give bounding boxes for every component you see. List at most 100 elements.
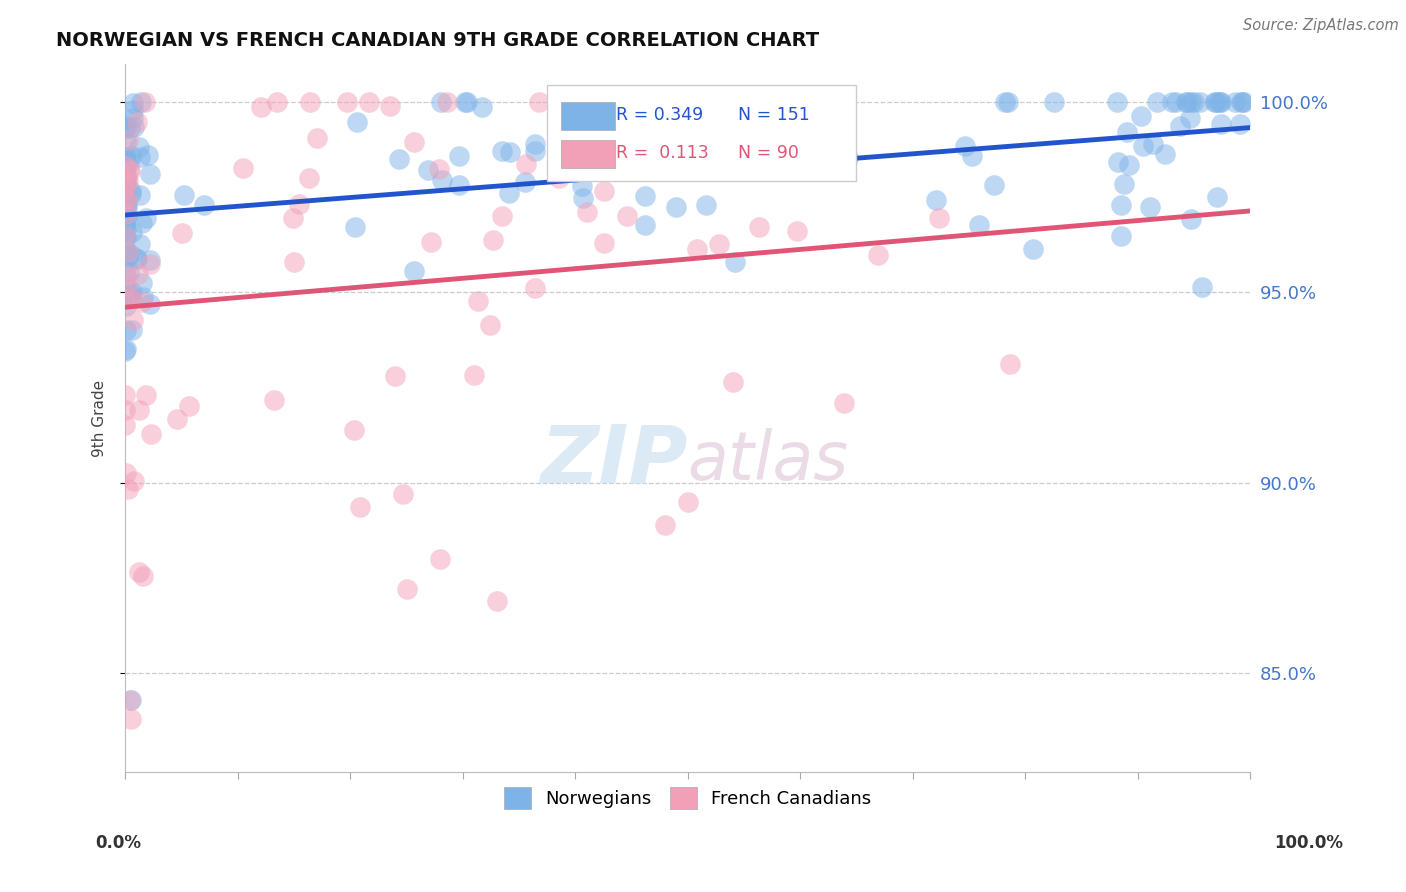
Point: [118, 246, 141, 260]
Point: [1178, 111, 1201, 125]
Point: [120, 712, 142, 726]
Point: [491, 144, 513, 158]
Point: [263, 392, 285, 407]
Point: [498, 186, 520, 200]
Point: [529, 95, 551, 109]
Point: [114, 159, 136, 173]
Point: [117, 482, 139, 496]
Text: 0.0%: 0.0%: [96, 834, 142, 852]
Point: [1180, 212, 1202, 227]
Point: [297, 170, 319, 185]
Point: [117, 175, 139, 189]
Point: [114, 169, 136, 184]
Point: [139, 297, 162, 311]
Point: [127, 252, 149, 266]
Point: [114, 223, 136, 237]
Point: [114, 294, 136, 309]
Point: [139, 253, 162, 268]
Text: atlas: atlas: [688, 427, 849, 493]
Point: [391, 487, 413, 501]
Point: [1206, 95, 1229, 109]
Point: [806, 95, 828, 109]
Point: [346, 115, 368, 129]
Point: [305, 130, 328, 145]
Point: [834, 103, 856, 118]
Point: [128, 403, 150, 417]
Point: [281, 211, 304, 225]
Point: [266, 95, 288, 109]
Point: [118, 162, 141, 177]
Point: [114, 219, 136, 233]
Point: [482, 233, 505, 247]
Point: [114, 159, 136, 173]
Point: [515, 157, 537, 171]
Point: [121, 96, 143, 111]
Point: [1042, 95, 1064, 109]
Point: [114, 190, 136, 204]
Point: [928, 211, 950, 225]
Point: [1180, 95, 1202, 109]
Point: [416, 163, 439, 178]
Point: [117, 245, 139, 260]
Point: [1177, 95, 1199, 109]
Point: [135, 388, 157, 402]
Point: [114, 207, 136, 221]
Point: [121, 323, 143, 337]
Point: [1142, 137, 1164, 152]
Point: [121, 225, 143, 239]
Point: [125, 115, 148, 129]
Point: [724, 255, 747, 269]
Point: [114, 343, 136, 358]
Point: [117, 133, 139, 147]
Point: [114, 268, 136, 283]
Point: [115, 169, 138, 184]
Point: [114, 175, 136, 189]
Point: [114, 192, 136, 206]
Point: [115, 189, 138, 203]
Point: [117, 287, 139, 301]
Point: [436, 95, 458, 109]
Point: [644, 95, 666, 109]
Point: [766, 128, 789, 143]
Point: [395, 582, 418, 597]
Point: [114, 299, 136, 313]
Point: [114, 214, 136, 228]
Point: [485, 594, 508, 608]
Point: [139, 167, 162, 181]
Point: [924, 193, 946, 207]
Point: [832, 396, 855, 410]
Point: [343, 219, 366, 234]
Point: [134, 95, 156, 109]
Point: [1129, 109, 1152, 123]
Point: [1209, 117, 1232, 131]
Point: [124, 120, 146, 134]
Point: [121, 312, 143, 326]
Point: [118, 164, 141, 178]
Point: [695, 198, 717, 212]
Point: [125, 251, 148, 265]
Text: Source: ZipAtlas.com: Source: ZipAtlas.com: [1243, 18, 1399, 33]
Point: [456, 95, 478, 109]
Point: [1191, 280, 1213, 294]
Point: [114, 388, 136, 402]
Point: [818, 95, 841, 109]
Point: [336, 95, 359, 109]
Point: [1164, 95, 1187, 109]
Point: [118, 265, 141, 279]
Point: [115, 193, 138, 207]
Point: [177, 399, 200, 413]
Point: [131, 277, 153, 291]
Point: [1111, 228, 1133, 243]
Point: [115, 196, 138, 211]
Point: [114, 323, 136, 337]
Point: [427, 162, 450, 177]
Point: [283, 254, 305, 268]
Point: [115, 198, 138, 212]
Point: [868, 247, 890, 261]
Point: [114, 210, 136, 224]
Point: [430, 173, 453, 187]
Point: [378, 99, 401, 113]
Point: [115, 201, 138, 215]
Point: [250, 100, 273, 114]
Point: [1154, 147, 1177, 161]
